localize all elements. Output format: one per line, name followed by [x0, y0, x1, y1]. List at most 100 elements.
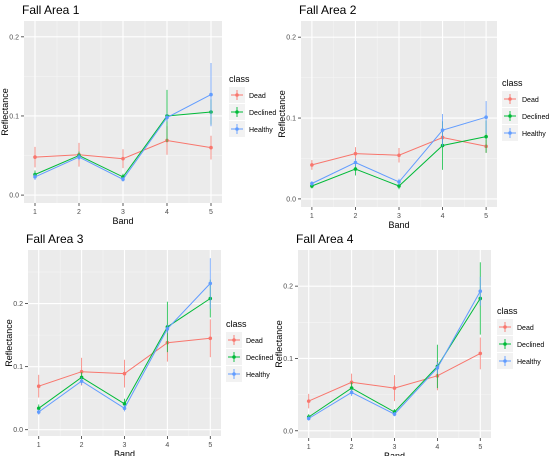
chart-panel-1: Fall Area 1 0.0 0.1 0.2 1 2 3 4 5 Band Reflectance… [0, 3, 276, 226]
data-point [122, 406, 127, 411]
data-point [79, 379, 84, 383]
x-tick-label: 5 [484, 213, 488, 220]
legend-item-healthy: Healthy [229, 121, 273, 137]
data-point [353, 151, 358, 156]
legend-label: Healthy [246, 372, 270, 379]
data-point [484, 115, 488, 120]
y-tick-label: 0.0 [283, 428, 293, 435]
legend-label: Declined [522, 114, 549, 121]
legend-item-healthy: Healthy [497, 353, 541, 369]
legend-title: class [502, 78, 523, 88]
legend-item-dead: Dead [229, 87, 266, 103]
chart-title: Fall Area 2 [299, 3, 357, 17]
legend-key-point [503, 359, 507, 363]
legend-title: class [497, 306, 518, 316]
legend-item-declined: Declined [497, 336, 544, 352]
x-tick-label: 3 [123, 442, 127, 449]
data-point [397, 180, 401, 184]
data-point [353, 167, 358, 171]
y-axis-label: Reflectance [4, 319, 14, 367]
x-tick-label: 3 [121, 209, 125, 216]
legend: class Dead Declined Healthy [502, 78, 549, 141]
chart-title: Fall Area 1 [22, 3, 80, 17]
legend-item-dead: Dead [226, 332, 263, 348]
data-point [33, 155, 37, 159]
data-point [440, 128, 445, 132]
x-tick-label: 2 [80, 442, 84, 449]
x-tick-label: 4 [165, 442, 169, 449]
series-healthy [310, 101, 488, 186]
y-tick-label: 0.2 [283, 284, 293, 291]
data-point [478, 351, 483, 356]
x-axis-label: Band [388, 220, 409, 230]
legend: class Dead Declined Healthy [226, 319, 273, 382]
data-point [208, 336, 213, 341]
data-point [349, 386, 354, 390]
chart-panel-4: Fall Area 4 0.0 0.1 0.2 1 2 3 4 5 Band Reflectance… [274, 232, 544, 456]
x-tick-label: 1 [310, 213, 314, 220]
x-tick-label: 4 [441, 213, 445, 220]
x-tick-label: 3 [393, 444, 397, 451]
y-tick-label: 0.1 [13, 364, 23, 371]
data-point [36, 410, 41, 414]
legend-key-point [508, 97, 512, 101]
legend-item-declined: Declined [226, 349, 273, 365]
data-point [33, 175, 37, 179]
y-tick-label: 0.2 [286, 35, 296, 42]
series-healthy [306, 276, 483, 421]
data-point [306, 399, 311, 403]
legend-label: Dead [246, 338, 263, 345]
y-axis-label: Reflectance [274, 320, 284, 368]
legend-label: Dead [249, 93, 266, 100]
series-healthy [36, 258, 213, 415]
legend-key-point [232, 372, 236, 376]
chart-panel-2: Fall Area 2 0.0 0.1 0.2 1 2 3 4 5 Band Reflectance… [277, 3, 549, 230]
legend-title: class [226, 319, 247, 329]
legend-item-healthy: Healthy [226, 366, 270, 382]
x-tick-label: 3 [397, 213, 401, 220]
legend-item-dead: Dead [497, 319, 534, 335]
x-tick-label: 4 [165, 209, 169, 216]
chart-title: Fall Area 4 [296, 232, 354, 246]
legend-label: Healthy [522, 131, 546, 138]
legend-item-healthy: Healthy [502, 125, 546, 141]
data-point [165, 327, 170, 331]
data-point [397, 153, 401, 158]
legend-key-point [232, 338, 236, 342]
legend-label: Declined [249, 110, 276, 117]
y-axis-label: Reflectance [0, 88, 10, 136]
legend-key-point [232, 355, 236, 359]
legend-key-point [503, 342, 507, 346]
data-point [435, 366, 440, 370]
y-tick-label: 0.1 [9, 113, 19, 120]
legend-label: Healthy [249, 127, 273, 134]
y-tick-label: 0.0 [9, 193, 19, 200]
data-point [392, 412, 397, 416]
data-point [208, 281, 213, 286]
legend-label: Dead [517, 325, 534, 332]
y-tick-label: 0.0 [286, 196, 296, 203]
x-tick-label: 1 [37, 442, 41, 449]
data-point [353, 160, 358, 165]
legend-key-point [508, 114, 512, 118]
x-tick-label: 5 [209, 209, 213, 216]
data-point [121, 177, 125, 182]
data-point [79, 369, 84, 374]
y-tick-label: 0.2 [9, 34, 19, 41]
legend-key-point [503, 325, 507, 329]
data-point [392, 386, 397, 390]
legend-label: Dead [522, 97, 539, 104]
x-tick-label: 2 [350, 444, 354, 451]
data-point [165, 115, 169, 120]
legend: class Dead Declined Healthy [229, 74, 276, 137]
legend-key-point [235, 110, 239, 114]
legend-label: Declined [246, 355, 273, 362]
x-axis-label: Band [112, 216, 133, 226]
data-point [310, 163, 314, 167]
data-point [397, 184, 401, 188]
data-point [36, 384, 41, 388]
chart-panel-3: Fall Area 3 0.0 0.1 0.2 1 2 3 4 5 Band Reflectance… [4, 232, 273, 456]
legend-label: Declined [517, 342, 544, 349]
data-point [484, 134, 488, 139]
